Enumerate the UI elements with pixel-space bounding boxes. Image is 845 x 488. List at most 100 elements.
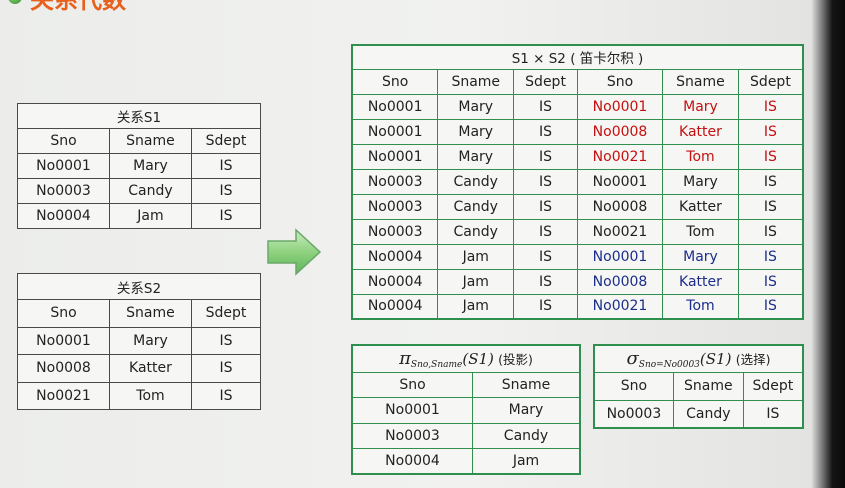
selection-formula: σSno=No0003(S1) (选择) — [593, 344, 804, 373]
projection-note: (投影) — [498, 351, 533, 367]
table-row: No0021 Tom IS — [17, 381, 262, 410]
table-cell: Tom — [662, 218, 739, 245]
table-cell: No0001 — [351, 93, 439, 120]
table-cell: Jam — [437, 268, 515, 295]
table-cell: No0003 — [351, 422, 473, 449]
table-cell: IS — [190, 178, 262, 204]
table-cell: No0001 — [576, 168, 664, 195]
table-row: No0001 Mary IS No0001 Mary IS — [351, 93, 804, 120]
column-header: Sno — [576, 68, 664, 95]
slide-title: 关系代数 — [8, 0, 126, 14]
table-cell: No0004 — [351, 243, 439, 270]
table-row: No0004 Jam IS No0021 Tom IS — [351, 293, 804, 320]
table-cell: No0008 — [576, 268, 664, 295]
table-cell: Tom — [662, 143, 739, 170]
table-cell: IS — [737, 168, 804, 195]
table-cell: Katter — [662, 193, 739, 220]
table-cell: IS — [737, 118, 804, 145]
column-header: Sname — [437, 68, 515, 95]
table-row: No0004 Jam IS — [17, 203, 262, 229]
selection-subscript: Sno=No0003 — [638, 359, 700, 370]
table-cell: No0008 — [17, 354, 110, 383]
column-header: Sdept — [737, 68, 804, 95]
table-cell: Jam — [437, 243, 515, 270]
table-row: No0003 Candy IS No0008 Katter IS — [351, 193, 804, 220]
table-cell: IS — [513, 93, 578, 120]
relation-s2-table: 关系S2 Sno Sname Sdept No0001 Mary IS No00… — [17, 273, 262, 410]
table-cell: IS — [190, 354, 262, 383]
table-cell: No0003 — [593, 399, 674, 429]
table-cell: No0003 — [351, 193, 439, 220]
table-cell: Mary — [437, 143, 515, 170]
column-header: Sdept — [190, 299, 262, 328]
table-row: No0004 Jam IS No0008 Katter IS — [351, 268, 804, 295]
table-cell: Candy — [672, 399, 744, 429]
table-cell: No0004 — [351, 293, 439, 320]
table-row: No0001 Mary — [351, 397, 581, 424]
table-cell: IS — [737, 193, 804, 220]
table-caption: 关系S2 — [17, 273, 261, 300]
table-cell: IS — [737, 143, 804, 170]
table-caption: S1 × S2 ( 笛卡尔积 ) — [351, 44, 804, 70]
column-header: Sno — [593, 371, 674, 401]
table-cell: IS — [190, 326, 262, 355]
slide-title-text: 关系代数 — [30, 0, 126, 15]
table-row: No0003 Candy — [351, 422, 581, 449]
column-header: Sname — [672, 371, 744, 401]
table-cell: IS — [737, 93, 804, 120]
table-row: No0001 Mary IS — [17, 153, 262, 179]
table-row: No0003 Candy IS No0001 Mary IS — [351, 168, 804, 195]
column-header: Sname — [472, 371, 581, 398]
table-row: No0001 Mary IS No0008 Katter IS — [351, 118, 804, 145]
table-cell: IS — [190, 153, 262, 179]
selection-table: σSno=No0003(S1) (选择) Sno Sname Sdept No0… — [593, 344, 804, 429]
table-cell: IS — [513, 168, 578, 195]
table-cell: Mary — [109, 326, 192, 355]
table-cell: No0008 — [576, 118, 664, 145]
table-cell: No0021 — [17, 381, 110, 410]
table-cell: Candy — [437, 168, 515, 195]
table-cell: IS — [190, 203, 262, 229]
column-header: Sname — [662, 68, 739, 95]
table-cell: Mary — [662, 93, 739, 120]
column-header: Sdept — [513, 68, 578, 95]
table-cell: No0001 — [351, 143, 439, 170]
table-cell: Jam — [472, 448, 581, 475]
selection-symbol: σ — [626, 347, 639, 369]
table-cell: Mary — [437, 118, 515, 145]
table-row: No0003 Candy IS — [593, 399, 804, 429]
table-cell: IS — [737, 218, 804, 245]
table-cell: IS — [513, 293, 578, 320]
column-header: Sno — [351, 371, 473, 398]
table-cell: Mary — [472, 397, 581, 424]
table-cell: No0003 — [17, 178, 110, 204]
table-cell: No0001 — [17, 153, 110, 179]
table-cell: IS — [737, 293, 804, 320]
table-cell: Mary — [437, 93, 515, 120]
table-cell: IS — [742, 399, 804, 429]
table-cell: No0021 — [576, 143, 664, 170]
table-cell: No0001 — [351, 118, 439, 145]
table-cell: IS — [513, 193, 578, 220]
table-cell: Candy — [109, 178, 192, 204]
table-cell: No0004 — [351, 448, 473, 475]
table-cell: No0008 — [576, 193, 664, 220]
table-cell: No0021 — [576, 218, 664, 245]
table-cell: No0001 — [17, 326, 110, 355]
table-cell: IS — [737, 268, 804, 295]
table-row: No0003 Candy IS No0021 Tom IS — [351, 218, 804, 245]
table-cell: Mary — [662, 243, 739, 270]
table-caption: 关系S1 — [17, 103, 261, 129]
table-cell: Mary — [662, 168, 739, 195]
table-cell: No0004 — [351, 268, 439, 295]
table-cell: Katter — [662, 118, 739, 145]
projection-formula: πSno,Sname(S1) (投影) — [351, 344, 581, 373]
bullet-icon — [8, 0, 22, 4]
table-cell: Candy — [437, 218, 515, 245]
table-cell: IS — [513, 143, 578, 170]
table-row: No0008 Katter IS — [17, 354, 262, 383]
projection-symbol: π — [399, 347, 411, 369]
cartesian-product-table: S1 × S2 ( 笛卡尔积 ) Sno Sname Sdept Sno Sna… — [351, 44, 804, 320]
table-cell: No0003 — [351, 168, 439, 195]
table-cell: IS — [513, 118, 578, 145]
